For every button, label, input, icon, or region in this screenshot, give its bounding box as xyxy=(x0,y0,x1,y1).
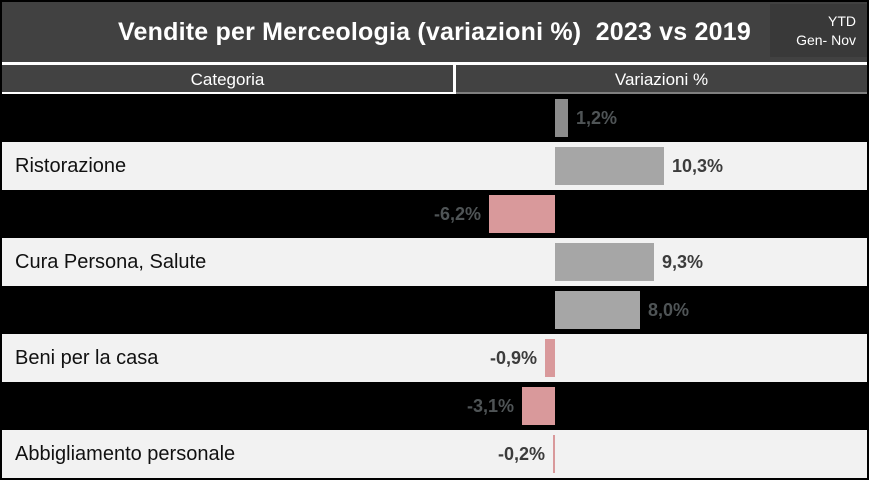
bar xyxy=(555,243,654,281)
bar xyxy=(555,147,664,185)
column-header-category: Categoria xyxy=(190,69,265,89)
column-divider xyxy=(453,65,456,94)
period-badge-line1: YTD xyxy=(828,13,856,29)
table-row: Abbigliamento personale -0,2% xyxy=(2,430,867,478)
value-label: -3,1% xyxy=(466,396,514,416)
table-row: Cura Persona, Salute 9,3% xyxy=(2,238,867,286)
table-row: Ristorazione 10,3% xyxy=(2,142,867,190)
bar xyxy=(555,99,568,137)
table-header-row: Categoria Variazioni % xyxy=(2,65,867,94)
value-label: -0,2% xyxy=(497,444,545,464)
table-row: 8,0% xyxy=(2,286,867,334)
value-label: -0,9% xyxy=(489,348,537,368)
table-row: Beni per la casa -0,9% xyxy=(2,334,867,382)
table-row: -6,2% xyxy=(2,190,867,238)
chart-title: Vendite per Merceologia (variazioni %) 2… xyxy=(118,17,751,46)
value-label: -6,2% xyxy=(433,204,481,224)
banner-separator xyxy=(2,62,867,65)
chart-axis-top-line xyxy=(456,92,867,94)
value-label: 8,0% xyxy=(648,300,690,320)
value-label: 9,3% xyxy=(662,252,704,272)
table-row: -3,1% xyxy=(2,382,867,430)
title-banner: Vendite per Merceologia (variazioni %) 2… xyxy=(2,2,867,62)
header-underline-left xyxy=(2,92,453,94)
category-label: Abbigliamento personale xyxy=(15,443,236,465)
period-badge-line2: Gen- Nov xyxy=(796,32,856,48)
category-label: Beni per la casa xyxy=(15,347,159,369)
bar xyxy=(555,291,640,329)
category-label: Ristorazione xyxy=(15,155,127,177)
value-label: 1,2% xyxy=(576,108,618,128)
column-header-variation: Variazioni % xyxy=(614,69,709,89)
bar xyxy=(553,435,555,473)
table-row: 1,2% xyxy=(2,94,867,142)
table-body: 1,2% Ristorazione 10,3% -6,2% Cura Persona, … xyxy=(2,94,867,478)
period-badge: YTD Gen- Nov xyxy=(770,4,867,57)
bar xyxy=(489,195,555,233)
bar xyxy=(545,339,555,377)
bar xyxy=(522,387,555,425)
category-label: Cura Persona, Salute xyxy=(15,251,207,273)
value-label: 10,3% xyxy=(672,156,724,176)
